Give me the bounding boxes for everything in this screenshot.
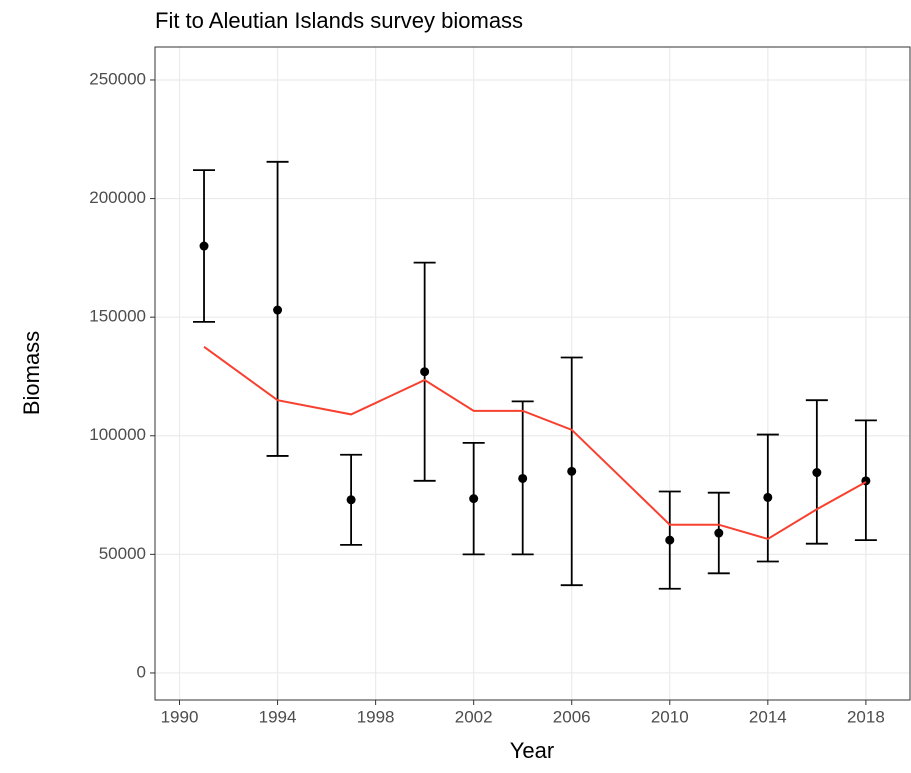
data-point xyxy=(420,367,430,377)
y-axis-label: Biomass xyxy=(19,331,44,415)
y-tick-label: 250000 xyxy=(89,69,146,88)
x-tick-label: 2002 xyxy=(455,707,493,726)
chart-title: Fit to Aleutian Islands survey biomass xyxy=(155,8,523,33)
data-point xyxy=(199,241,209,251)
y-tick-label: 50000 xyxy=(99,544,146,563)
data-point xyxy=(567,466,577,476)
plot-background xyxy=(155,47,910,700)
x-tick-label: 2010 xyxy=(651,707,689,726)
x-tick-label: 2018 xyxy=(847,707,885,726)
y-tick-label: 150000 xyxy=(89,307,146,326)
y-tick-label: 100000 xyxy=(89,425,146,444)
x-tick-label: 1990 xyxy=(161,707,199,726)
data-point xyxy=(273,305,283,315)
data-point xyxy=(346,495,356,505)
plot-border xyxy=(154,46,911,701)
data-point xyxy=(763,492,773,502)
y-tick-label: 200000 xyxy=(89,188,146,207)
x-tick-label: 2006 xyxy=(553,707,591,726)
data-point xyxy=(518,473,528,483)
data-point xyxy=(714,528,724,538)
x-tick-label: 1998 xyxy=(357,707,395,726)
data-point xyxy=(665,535,675,545)
y-tick-label: 0 xyxy=(137,662,146,681)
x-tick-label: 1994 xyxy=(259,707,297,726)
x-axis-label: Year xyxy=(510,738,554,763)
x-tick-label: 2014 xyxy=(749,707,787,726)
data-point xyxy=(469,494,479,504)
data-point xyxy=(812,468,822,478)
fit-line xyxy=(203,346,867,541)
